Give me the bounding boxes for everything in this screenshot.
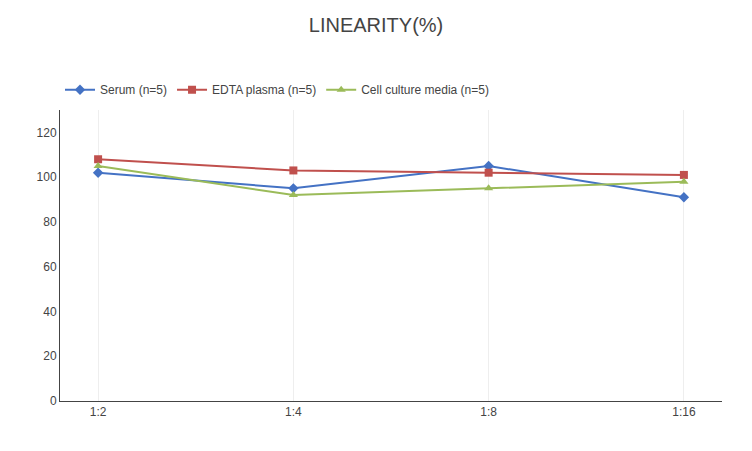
svg-text:1:16: 1:16 bbox=[672, 405, 696, 419]
svg-text:1:4: 1:4 bbox=[285, 405, 302, 419]
svg-text:1:8: 1:8 bbox=[480, 405, 497, 419]
svg-text:100: 100 bbox=[37, 170, 57, 184]
svg-text:60: 60 bbox=[43, 260, 57, 274]
svg-text:0: 0 bbox=[50, 394, 57, 408]
svg-text:LINEARITY(%): LINEARITY(%) bbox=[309, 14, 443, 36]
svg-text:80: 80 bbox=[43, 215, 57, 229]
svg-text:40: 40 bbox=[43, 305, 57, 319]
svg-text:Serum (n=5): Serum (n=5) bbox=[100, 83, 167, 97]
svg-text:EDTA plasma (n=5): EDTA plasma (n=5) bbox=[212, 83, 316, 97]
svg-text:1:2: 1:2 bbox=[90, 405, 107, 419]
svg-text:Cell culture media (n=5): Cell culture media (n=5) bbox=[361, 83, 489, 97]
svg-text:120: 120 bbox=[37, 126, 57, 140]
svg-text:20: 20 bbox=[43, 349, 57, 363]
